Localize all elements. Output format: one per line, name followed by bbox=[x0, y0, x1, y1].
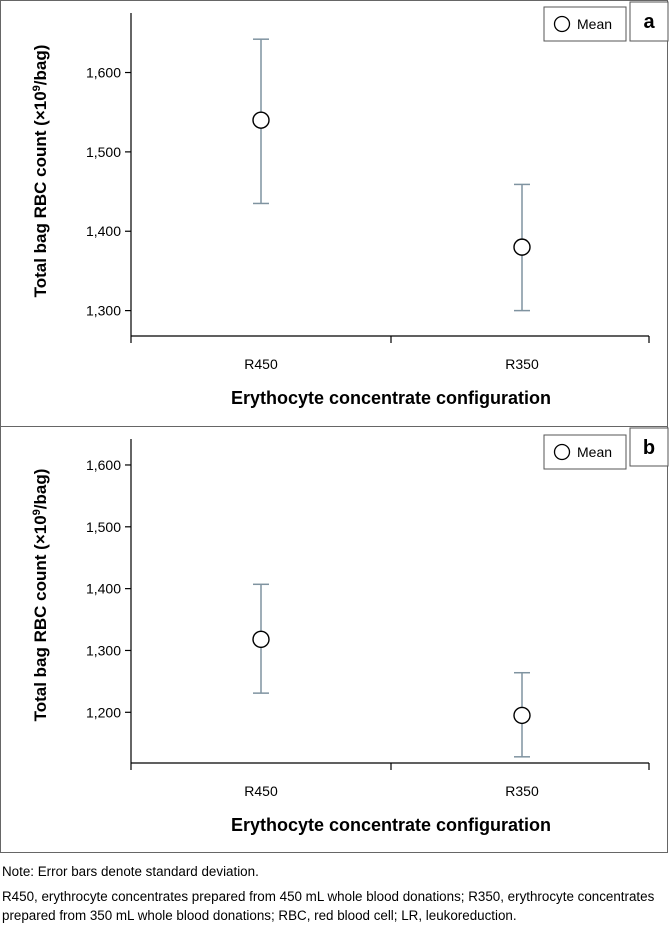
x-tick-label: R350 bbox=[505, 783, 539, 799]
y-tick-label: 1,500 bbox=[86, 144, 121, 160]
x-tick-label: R450 bbox=[244, 783, 278, 799]
mean-point bbox=[513, 706, 531, 725]
data-marks-a bbox=[252, 38, 531, 312]
data-marks-b bbox=[252, 583, 531, 758]
x-axis-ticks-a: R450 R350 bbox=[130, 336, 650, 372]
y-axis-label: Total bag RBC count (×109/bag) bbox=[31, 469, 50, 722]
legend-marker-icon bbox=[553, 443, 571, 461]
chart-a: 1,300 1,400 1,500 1,600 R450 R350 Total bag … bbox=[31, 1, 669, 408]
y-tick-label: 1,600 bbox=[86, 65, 121, 81]
x-tick-label: R350 bbox=[505, 356, 539, 372]
mean-point bbox=[513, 238, 531, 256]
x-axis-ticks-b: R450 R350 bbox=[130, 763, 650, 799]
panel-letter-box bbox=[629, 1, 669, 42]
chart-panel-b: 1,200 1,300 1,400 1,500 1,600 R450 R350 Total… bbox=[0, 426, 669, 853]
legend: Mean bbox=[543, 434, 627, 470]
x-axis-label: Erythocyte concentrate configuration bbox=[231, 815, 551, 835]
x-tick-label: R450 bbox=[244, 356, 278, 372]
y-tick-label: 1,200 bbox=[86, 704, 121, 720]
note-text: Note: Error bars denote standard deviati… bbox=[2, 864, 259, 879]
y-tick-label: 1,300 bbox=[86, 303, 121, 319]
abbreviations-text: R450, erythrocyte concentrates prepared … bbox=[2, 889, 655, 923]
y-tick-label: 1,400 bbox=[86, 223, 121, 239]
legend-label: Mean bbox=[577, 444, 612, 460]
mean-point bbox=[252, 111, 270, 129]
x-axis-label: Erythocyte concentrate configuration bbox=[231, 388, 551, 408]
figure-notes: Note: Error bars denote standard deviati… bbox=[2, 862, 668, 925]
panel-letter-badge: a bbox=[629, 1, 669, 42]
y-axis-ticks-b: 1,200 1,300 1,400 1,500 1,600 bbox=[86, 457, 131, 720]
mean-point bbox=[252, 630, 270, 649]
legend: Mean bbox=[543, 6, 627, 42]
chart-b: 1,200 1,300 1,400 1,500 1,600 R450 R350 Total… bbox=[31, 427, 669, 835]
plot-frame-a bbox=[130, 13, 649, 337]
legend-marker-icon bbox=[553, 15, 571, 33]
panel-letter-box bbox=[629, 427, 669, 467]
y-tick-label: 1,300 bbox=[86, 642, 121, 658]
panel-letter-badge: b bbox=[629, 427, 669, 467]
plot-frame-b bbox=[130, 439, 649, 764]
y-tick-label: 1,500 bbox=[86, 519, 121, 535]
y-axis-ticks-a: 1,300 1,400 1,500 1,600 bbox=[86, 65, 131, 319]
chart-panel-a: 1,300 1,400 1,500 1,600 R450 R350 Total bag … bbox=[0, 0, 669, 427]
panel-letter: a bbox=[643, 11, 655, 33]
legend-label: Mean bbox=[577, 16, 612, 32]
y-tick-label: 1,400 bbox=[86, 581, 121, 597]
y-axis-label: Total bag RBC count (×109/bag) bbox=[31, 45, 50, 298]
y-tick-label: 1,600 bbox=[86, 457, 121, 473]
panel-letter: b bbox=[643, 437, 655, 459]
